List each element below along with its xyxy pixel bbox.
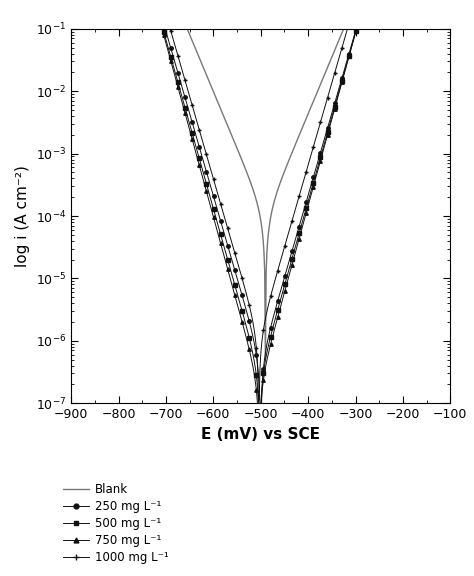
750 mg L⁻¹ (291, 256, 296, 263)
250 mg L⁻¹ (258, 454, 264, 461)
1000 mg L⁻¹ (203, 151, 209, 158)
Line: 250 mg L⁻¹: 250 mg L⁻¹ (112, 0, 400, 459)
Blank (323, 69, 328, 75)
750 mg L⁻¹ (317, 160, 323, 166)
1000 mg L⁻¹ (255, 398, 261, 405)
Blank (296, 133, 301, 140)
500 mg L⁻¹ (291, 251, 296, 257)
250 mg L⁻¹ (291, 243, 296, 250)
500 mg L⁻¹ (319, 151, 324, 158)
X-axis label: E (mV) vs SCE: E (mV) vs SCE (201, 427, 320, 442)
1000 mg L⁻¹ (319, 116, 324, 123)
Blank (208, 81, 213, 88)
750 mg L⁻¹ (256, 476, 262, 483)
Y-axis label: log i (A cm⁻²): log i (A cm⁻²) (15, 165, 30, 267)
Line: Blank: Blank (116, 0, 405, 358)
250 mg L⁻¹ (317, 151, 323, 158)
Line: 750 mg L⁻¹: 750 mg L⁻¹ (112, 0, 400, 482)
750 mg L⁻¹ (224, 261, 229, 268)
500 mg L⁻¹ (224, 251, 229, 258)
Blank (263, 355, 268, 362)
1000 mg L⁻¹ (317, 122, 323, 128)
500 mg L⁻¹ (317, 157, 323, 164)
Line: 1000 mg L⁻¹: 1000 mg L⁻¹ (111, 0, 401, 404)
750 mg L⁻¹ (319, 154, 324, 161)
Legend: Blank, 250 mg L⁻¹, 500 mg L⁻¹, 750 mg L⁻¹, 1000 mg L⁻¹: Blank, 250 mg L⁻¹, 500 mg L⁻¹, 750 mg L⁻… (63, 483, 168, 564)
250 mg L⁻¹ (224, 237, 229, 244)
750 mg L⁻¹ (203, 188, 209, 195)
250 mg L⁻¹ (203, 168, 209, 175)
1000 mg L⁻¹ (291, 213, 296, 219)
500 mg L⁻¹ (203, 180, 209, 187)
250 mg L⁻¹ (319, 147, 324, 154)
Blank (228, 129, 234, 136)
500 mg L⁻¹ (257, 462, 263, 469)
Blank (324, 65, 330, 72)
1000 mg L⁻¹ (224, 220, 229, 227)
Line: 500 mg L⁻¹: 500 mg L⁻¹ (112, 0, 400, 467)
